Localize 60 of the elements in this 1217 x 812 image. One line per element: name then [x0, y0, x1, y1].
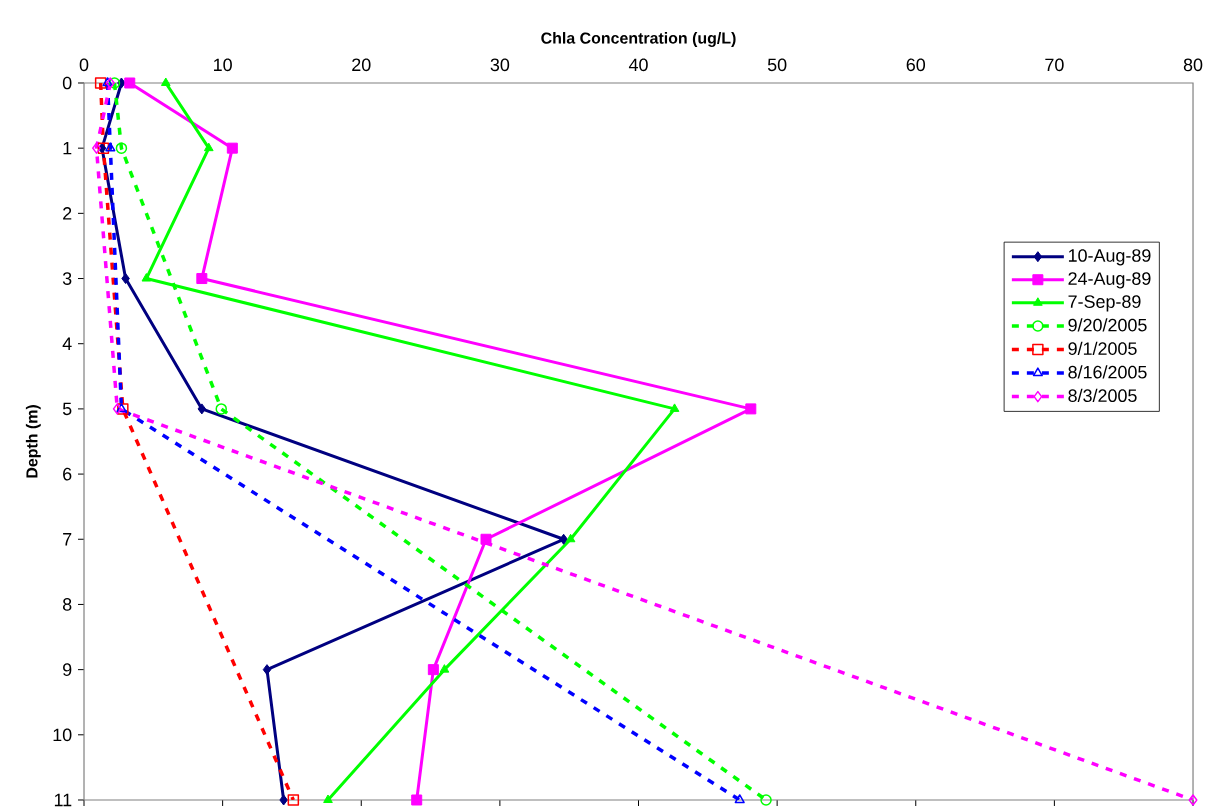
- legend-label: 8/3/2005: [1068, 388, 1137, 403]
- point: [124, 77, 136, 89]
- legend-label: 8/16/2005: [1068, 365, 1147, 379]
- point: [105, 142, 116, 152]
- point: [669, 403, 680, 412]
- legend-label: 9/20/2005: [1068, 318, 1147, 332]
- point: [196, 273, 208, 285]
- point: [215, 403, 227, 415]
- y-tick-label: 3: [62, 272, 72, 285]
- point: [91, 142, 101, 155]
- x-tick-label: 20: [352, 58, 371, 72]
- x-tick-label: 50: [767, 58, 787, 72]
- point: [559, 533, 568, 545]
- point: [262, 664, 272, 676]
- point: [94, 77, 107, 89]
- point: [160, 77, 171, 87]
- y-tick-label: 10: [53, 728, 72, 742]
- legend-label: 9/1/2005: [1068, 341, 1137, 356]
- x-tick-label: 60: [906, 58, 926, 72]
- y-tick-label: 1: [63, 142, 72, 155]
- x-tick-label: 10: [214, 58, 232, 72]
- x-tick-label: 80: [1183, 58, 1203, 72]
- y-tick-label: 0: [62, 76, 72, 90]
- y-tick-label: 2: [63, 207, 72, 220]
- point: [108, 77, 121, 89]
- x-axis-title: Chla Concentration (ug/L): [541, 32, 736, 48]
- point: [411, 794, 423, 806]
- y-tick-label: 5: [62, 402, 72, 416]
- y-tick-label: 8: [62, 598, 72, 611]
- y-tick-label: 4: [62, 337, 72, 350]
- point: [480, 533, 492, 545]
- legend-label: 24-Aug-89: [1068, 272, 1151, 289]
- point: [439, 664, 450, 673]
- x-tick-label: 30: [490, 58, 510, 72]
- point: [760, 794, 772, 806]
- point: [121, 273, 130, 285]
- y-tick-label: 6: [63, 467, 72, 481]
- x-tick-label: 70: [1045, 58, 1064, 72]
- point: [115, 142, 128, 155]
- point: [734, 794, 745, 804]
- point: [565, 533, 576, 543]
- point: [203, 142, 214, 152]
- point: [427, 664, 439, 676]
- y-tick-label: 11: [54, 793, 72, 807]
- point: [287, 794, 300, 806]
- legend-label: 7-Sep-89: [1068, 295, 1141, 312]
- x-tick-label: 40: [628, 58, 648, 72]
- point: [226, 142, 238, 154]
- point: [323, 794, 333, 804]
- y-tick-label: 9: [63, 663, 72, 677]
- legend-label: 10-Aug-89: [1068, 249, 1151, 266]
- y-tick-label: 7: [63, 533, 72, 546]
- point: [112, 403, 122, 415]
- point: [745, 403, 757, 415]
- point: [141, 273, 152, 282]
- point: [197, 403, 207, 415]
- y-axis-title: Depth (m): [25, 405, 41, 478]
- x-tick-label: 0: [79, 58, 89, 72]
- point: [1188, 794, 1198, 806]
- point: [279, 794, 288, 806]
